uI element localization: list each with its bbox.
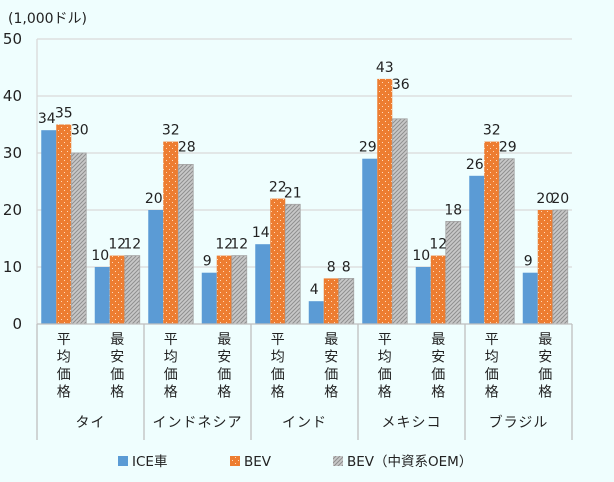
legend-item: ICE車 (118, 454, 167, 470)
bars (41, 78, 569, 325)
bar-bev-chinese-oem (70, 152, 87, 325)
data-label: 34 (38, 111, 56, 127)
legend-item: BEV (230, 454, 272, 470)
bar-bev-chinese-oem (284, 203, 301, 325)
data-label: 12 (230, 237, 248, 253)
data-label: 32 (483, 123, 501, 139)
bar-bev (323, 278, 339, 324)
x-tick-label: 最安価格 (538, 332, 552, 401)
bar-bev (377, 78, 393, 325)
bar-ice (522, 272, 538, 324)
legend: ICE車 BEV BEV（中資系OEM） (118, 454, 472, 470)
data-label: 20 (145, 191, 163, 207)
x-tick-label: 平均価格 (378, 332, 392, 401)
x-tick-label: 最安価格 (217, 332, 231, 401)
bar-bev (216, 255, 232, 324)
y-tick-label: 20 (3, 201, 22, 219)
data-label: 4 (310, 282, 319, 298)
bar-bev (537, 210, 553, 324)
x-tick-label: 平均価格 (271, 332, 285, 401)
data-label: 20 (536, 191, 554, 207)
legend-swatch (118, 456, 128, 466)
bar-ice (415, 267, 431, 324)
bar-ice (94, 267, 110, 324)
bar-bev (109, 255, 125, 324)
data-label: 22 (269, 180, 287, 196)
data-label: 10 (91, 248, 109, 264)
group-label: メキシコ (382, 415, 442, 431)
bar-ice (201, 272, 217, 324)
bar-bev-chinese-oem (231, 255, 248, 325)
data-label: 21 (284, 185, 302, 201)
bar-ice (255, 244, 271, 324)
y-tick-label: 50 (3, 30, 22, 48)
data-label: 32 (162, 123, 180, 139)
data-label: 35 (55, 106, 73, 122)
data-label: 14 (252, 225, 270, 241)
legend-item: BEV（中資系OEM） (333, 454, 472, 470)
bar-ice (308, 301, 324, 324)
bar-bev-chinese-oem (338, 277, 355, 325)
data-label: 9 (203, 254, 212, 270)
data-label: 26 (466, 157, 484, 173)
y-tick-label: 10 (3, 258, 22, 276)
bar-bev (56, 124, 72, 324)
bar-bev-chinese-oem (391, 118, 408, 325)
group-label: ブラジル (489, 414, 549, 431)
data-label: 29 (359, 140, 377, 156)
legend-swatch (230, 456, 240, 466)
data-label: 9 (524, 254, 533, 270)
data-label: 20 (551, 191, 569, 207)
bar-bev-chinese-oem (177, 163, 194, 325)
x-tick-label: 平均価格 (485, 332, 499, 401)
group-label: タイ (76, 415, 106, 431)
bar-bev-chinese-oem (552, 209, 569, 325)
data-label: 28 (178, 140, 196, 156)
data-label: 8 (342, 259, 351, 275)
bar-ice (148, 210, 164, 324)
bar-ice (469, 175, 485, 324)
bar-bev-chinese-oem (498, 158, 515, 325)
x-tick-label: 最安価格 (431, 332, 445, 401)
data-label: 12 (108, 237, 126, 253)
data-label: 12 (123, 237, 141, 253)
bar-ice (41, 130, 57, 324)
y-axis-unit-label: (1,000ドル) (8, 11, 87, 27)
legend-label: ICE車 (132, 454, 167, 470)
bar-bev-chinese-oem (124, 255, 141, 325)
data-label: 8 (327, 259, 336, 275)
bar-bev (270, 198, 286, 324)
data-label: 30 (71, 123, 89, 139)
group-label: インド (282, 415, 327, 431)
x-tick-label: 平均価格 (57, 332, 71, 401)
data-label: 12 (215, 237, 233, 253)
bar-bev (430, 255, 446, 324)
bar-bev (163, 141, 179, 324)
bar-ice (362, 158, 378, 324)
y-tick-label: 30 (3, 144, 22, 162)
x-tick-label: 平均価格 (164, 332, 178, 401)
data-label: 43 (376, 60, 394, 76)
y-tick-label: 40 (3, 87, 22, 105)
x-tick-label: 最安価格 (110, 332, 124, 401)
data-label: 36 (392, 77, 410, 93)
group-label: インドネシア (153, 415, 243, 431)
legend-swatch (333, 456, 343, 466)
data-label: 12 (429, 237, 447, 253)
bar-bev-chinese-oem (445, 220, 462, 325)
y-axis-ticks: 0 10 20 30 40 50 (3, 30, 22, 333)
data-label: 29 (499, 140, 517, 156)
x-axis: 平均価格最安価格タイ平均価格最安価格インドネシア平均価格最安価格インド平均価格最… (36, 323, 573, 440)
bar-bev (484, 141, 500, 324)
legend-label: BEV（中資系OEM） (347, 454, 472, 470)
legend-label: BEV (244, 454, 272, 470)
y-tick-label: 0 (12, 315, 22, 333)
data-label: 10 (412, 248, 430, 264)
data-label: 18 (444, 202, 462, 218)
x-tick-label: 最安価格 (324, 332, 338, 401)
